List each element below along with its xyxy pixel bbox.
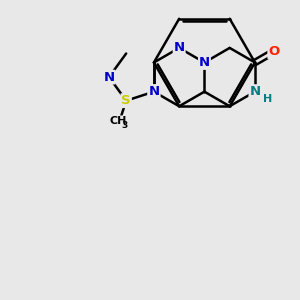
Text: N: N xyxy=(249,85,260,98)
Text: N: N xyxy=(148,85,160,98)
Text: 3: 3 xyxy=(122,121,128,130)
Text: N: N xyxy=(174,41,185,54)
Text: S: S xyxy=(122,94,131,107)
Text: N: N xyxy=(148,85,160,98)
Text: N: N xyxy=(199,56,210,69)
Text: CH: CH xyxy=(110,116,127,126)
Text: H: H xyxy=(263,94,272,104)
Text: O: O xyxy=(268,45,280,58)
Text: N: N xyxy=(103,70,115,84)
